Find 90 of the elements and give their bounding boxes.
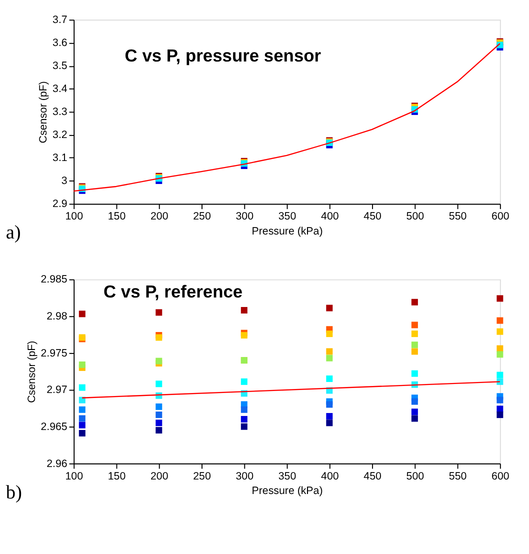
point: [240, 423, 248, 430]
point: [326, 420, 333, 426]
x-tick-label: 500: [406, 470, 424, 482]
y-tick-label: 2.96: [46, 458, 68, 470]
x-tick-label: 550: [448, 470, 467, 482]
x-tick-label: 250: [193, 210, 211, 223]
x-tick-label: 200: [150, 210, 168, 223]
point: [78, 310, 86, 318]
x-tick-label: 400: [321, 470, 339, 482]
y-tick-label: 2.97: [46, 384, 68, 396]
x-axis-title: Pressure (kPa): [252, 225, 323, 238]
text: C vs P, pressure sensor: [124, 45, 322, 66]
text: b): [6, 482, 22, 504]
point: [411, 348, 418, 355]
y-tick-label: 3.3: [52, 106, 68, 118]
x-axis-title: Pressure (kPa): [252, 484, 323, 497]
y-tick-label: 3: [61, 175, 68, 188]
y-tick-label: 3.1: [52, 152, 68, 164]
point: [411, 398, 418, 405]
point: [156, 403, 162, 410]
y-tick-label: 3.4: [52, 83, 68, 96]
point: [411, 342, 418, 348]
y-tick-label: 3.5: [52, 60, 68, 72]
point: [326, 348, 333, 355]
point: [78, 422, 86, 428]
point: [496, 351, 504, 358]
y-axis-title: Csensor (pF): [38, 81, 50, 144]
y-tick-label: 2.9: [52, 198, 68, 210]
point: [240, 378, 248, 385]
y-tick-label: 3.7: [52, 14, 68, 26]
point: [411, 370, 418, 377]
y-tick-label: 2.985: [40, 274, 68, 286]
point: [78, 406, 86, 413]
x-tick-label: 450: [364, 470, 382, 482]
y-tick-label: 3.2: [52, 129, 68, 142]
point: [78, 384, 86, 391]
point: [156, 358, 162, 364]
point: [78, 361, 86, 368]
x-tick-label: 100: [65, 470, 84, 482]
point: [411, 330, 418, 338]
x-tick-label: 150: [108, 210, 126, 223]
point: [496, 295, 504, 302]
x-tick-label: 300: [236, 470, 254, 482]
point: [326, 375, 333, 382]
point: [240, 306, 248, 314]
point: [496, 406, 504, 412]
x-tick-label: 150: [108, 470, 126, 482]
x-tick-label: 100: [65, 210, 84, 223]
x-tick-label: 300: [236, 210, 254, 223]
point: [240, 416, 248, 422]
point: [496, 317, 504, 324]
point: [411, 298, 418, 306]
point: [78, 430, 86, 436]
point: [326, 354, 333, 362]
x-tick-label: 500: [406, 210, 424, 223]
point: [78, 415, 86, 422]
x-tick-label: 550: [448, 210, 467, 223]
point: [496, 396, 504, 404]
point: [326, 304, 333, 312]
x-tick-label: 450: [364, 210, 382, 223]
point: [156, 427, 162, 434]
text: a): [6, 222, 21, 244]
y-tick-label: 3.6: [52, 37, 68, 50]
point: [496, 412, 504, 418]
point: [156, 420, 162, 426]
point: [326, 401, 333, 408]
x-tick-label: 350: [278, 470, 296, 482]
y-tick-label: 2.975: [40, 347, 68, 360]
point: [156, 380, 162, 388]
point: [496, 328, 504, 335]
y-axis-title: Csensor (pF): [26, 340, 38, 403]
x-tick-label: 250: [193, 470, 211, 482]
point: [411, 322, 418, 328]
point: [496, 372, 504, 378]
chart-title: C vs P, reference: [103, 282, 243, 302]
x-tick-label: 200: [150, 470, 168, 482]
point: [326, 330, 333, 338]
point: [240, 332, 248, 339]
x-tick-label: 350: [278, 210, 296, 223]
point: [156, 309, 162, 316]
point: [326, 413, 333, 420]
x-tick-label: 600: [492, 210, 510, 223]
x-tick-label: 400: [321, 210, 339, 223]
point: [411, 408, 418, 416]
point: [156, 412, 162, 418]
y-tick-label: 2.98: [46, 310, 68, 323]
point: [240, 406, 248, 413]
y-tick-label: 2.965: [40, 420, 68, 433]
x-tick-label: 600: [492, 470, 510, 482]
point: [411, 415, 418, 422]
